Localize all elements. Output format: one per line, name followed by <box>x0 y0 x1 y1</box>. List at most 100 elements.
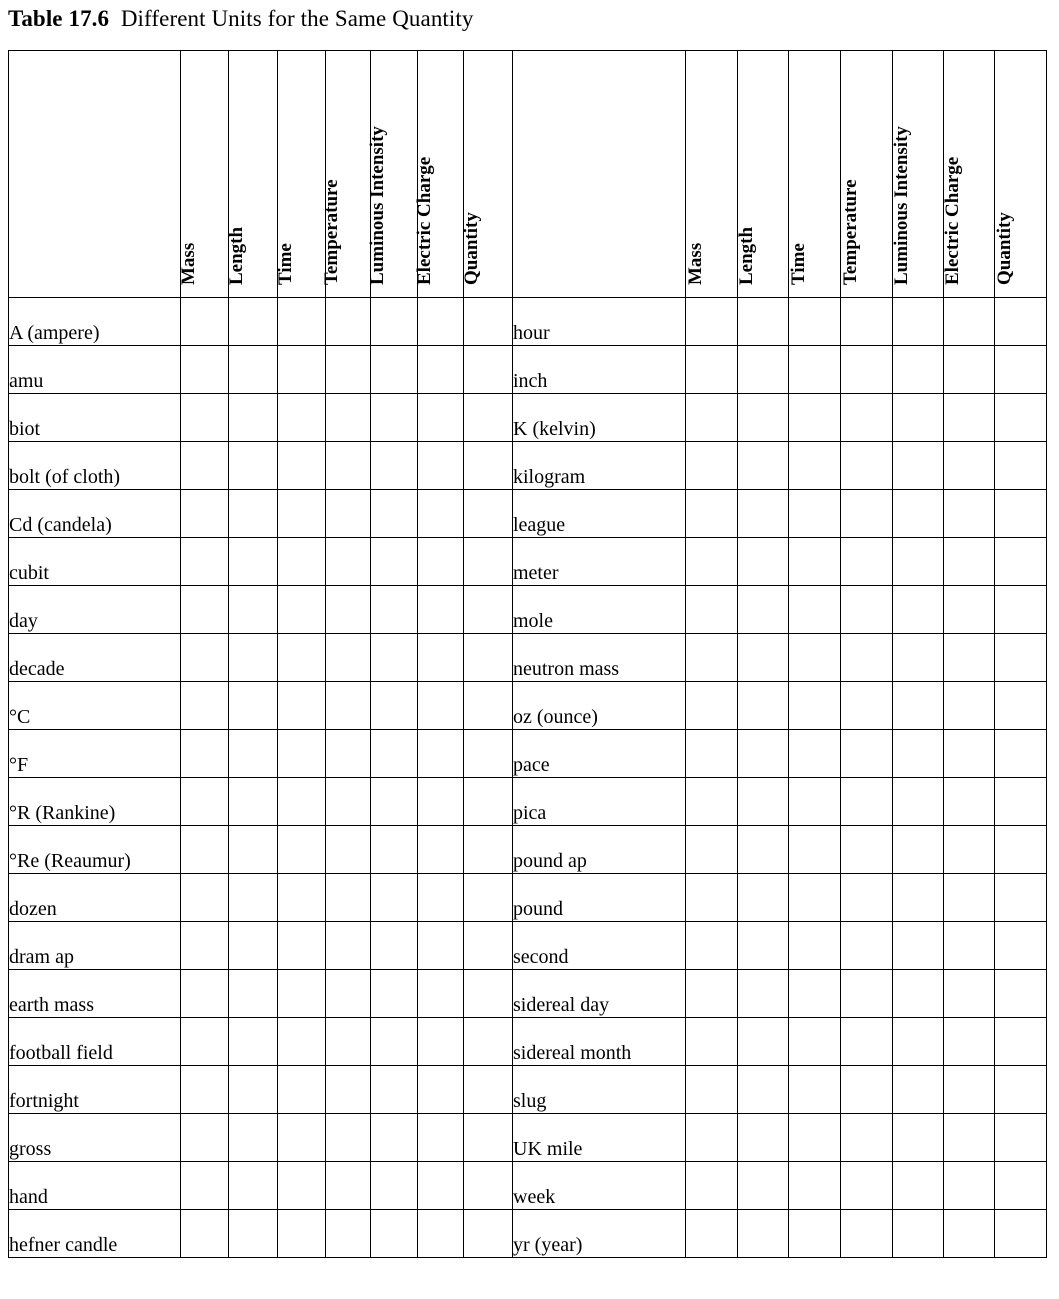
checkbox-cell-right[interactable] <box>788 585 841 634</box>
checkbox-cell-left[interactable] <box>463 1209 513 1258</box>
checkbox-cell-left[interactable] <box>370 681 418 730</box>
checkbox-cell-left[interactable] <box>277 777 326 826</box>
checkbox-cell-left[interactable] <box>325 585 371 634</box>
checkbox-cell-left[interactable] <box>463 537 513 586</box>
checkbox-cell-left[interactable] <box>180 1113 229 1162</box>
checkbox-cell-right[interactable] <box>788 633 841 682</box>
checkbox-cell-right[interactable] <box>788 441 841 490</box>
checkbox-cell-right[interactable] <box>840 1209 893 1258</box>
checkbox-cell-right[interactable] <box>840 873 893 922</box>
checkbox-cell-right[interactable] <box>788 1065 841 1114</box>
checkbox-cell-right[interactable] <box>994 921 1047 970</box>
checkbox-cell-left[interactable] <box>277 873 326 922</box>
checkbox-cell-left[interactable] <box>417 393 464 442</box>
checkbox-cell-right[interactable] <box>892 1209 944 1258</box>
checkbox-cell-left[interactable] <box>325 969 371 1018</box>
checkbox-cell-left[interactable] <box>180 969 229 1018</box>
checkbox-cell-left[interactable] <box>325 345 371 394</box>
checkbox-cell-left[interactable] <box>180 777 229 826</box>
checkbox-cell-left[interactable] <box>180 1209 229 1258</box>
checkbox-cell-left[interactable] <box>463 345 513 394</box>
checkbox-cell-right[interactable] <box>788 825 841 874</box>
checkbox-cell-left[interactable] <box>180 345 229 394</box>
checkbox-cell-right[interactable] <box>943 489 995 538</box>
checkbox-cell-left[interactable] <box>228 1161 278 1210</box>
checkbox-cell-right[interactable] <box>994 489 1047 538</box>
checkbox-cell-right[interactable] <box>737 633 789 682</box>
checkbox-cell-right[interactable] <box>685 921 738 970</box>
checkbox-cell-right[interactable] <box>685 345 738 394</box>
checkbox-cell-left[interactable] <box>463 873 513 922</box>
checkbox-cell-left[interactable] <box>180 585 229 634</box>
checkbox-cell-right[interactable] <box>737 1209 789 1258</box>
checkbox-cell-left[interactable] <box>417 1209 464 1258</box>
checkbox-cell-right[interactable] <box>685 681 738 730</box>
checkbox-cell-left[interactable] <box>277 1161 326 1210</box>
checkbox-cell-right[interactable] <box>943 345 995 394</box>
checkbox-cell-right[interactable] <box>737 297 789 346</box>
checkbox-cell-left[interactable] <box>463 585 513 634</box>
checkbox-cell-left[interactable] <box>325 441 371 490</box>
checkbox-cell-left[interactable] <box>325 777 371 826</box>
checkbox-cell-right[interactable] <box>892 873 944 922</box>
checkbox-cell-left[interactable] <box>325 393 371 442</box>
checkbox-cell-left[interactable] <box>370 1161 418 1210</box>
checkbox-cell-right[interactable] <box>840 345 893 394</box>
checkbox-cell-right[interactable] <box>840 681 893 730</box>
checkbox-cell-right[interactable] <box>943 297 995 346</box>
checkbox-cell-left[interactable] <box>228 585 278 634</box>
checkbox-cell-right[interactable] <box>840 537 893 586</box>
checkbox-cell-right[interactable] <box>685 777 738 826</box>
checkbox-cell-right[interactable] <box>892 1017 944 1066</box>
checkbox-cell-right[interactable] <box>892 489 944 538</box>
checkbox-cell-left[interactable] <box>370 297 418 346</box>
checkbox-cell-right[interactable] <box>892 969 944 1018</box>
checkbox-cell-right[interactable] <box>994 873 1047 922</box>
checkbox-cell-left[interactable] <box>277 345 326 394</box>
checkbox-cell-right[interactable] <box>788 393 841 442</box>
checkbox-cell-left[interactable] <box>180 393 229 442</box>
checkbox-cell-right[interactable] <box>685 1065 738 1114</box>
checkbox-cell-left[interactable] <box>370 441 418 490</box>
checkbox-cell-right[interactable] <box>788 1209 841 1258</box>
checkbox-cell-right[interactable] <box>994 1113 1047 1162</box>
checkbox-cell-left[interactable] <box>228 297 278 346</box>
checkbox-cell-left[interactable] <box>370 1065 418 1114</box>
checkbox-cell-left[interactable] <box>277 1209 326 1258</box>
checkbox-cell-right[interactable] <box>943 393 995 442</box>
checkbox-cell-right[interactable] <box>994 777 1047 826</box>
checkbox-cell-right[interactable] <box>943 873 995 922</box>
checkbox-cell-right[interactable] <box>892 1113 944 1162</box>
checkbox-cell-left[interactable] <box>228 729 278 778</box>
checkbox-cell-left[interactable] <box>463 297 513 346</box>
checkbox-cell-left[interactable] <box>417 1017 464 1066</box>
checkbox-cell-right[interactable] <box>685 1017 738 1066</box>
checkbox-cell-right[interactable] <box>788 873 841 922</box>
checkbox-cell-right[interactable] <box>737 1017 789 1066</box>
checkbox-cell-right[interactable] <box>840 441 893 490</box>
checkbox-cell-left[interactable] <box>325 1065 371 1114</box>
checkbox-cell-left[interactable] <box>277 825 326 874</box>
checkbox-cell-right[interactable] <box>943 1209 995 1258</box>
checkbox-cell-left[interactable] <box>277 633 326 682</box>
checkbox-cell-left[interactable] <box>417 537 464 586</box>
checkbox-cell-right[interactable] <box>840 585 893 634</box>
checkbox-cell-right[interactable] <box>685 633 738 682</box>
checkbox-cell-right[interactable] <box>685 969 738 1018</box>
checkbox-cell-left[interactable] <box>417 969 464 1018</box>
checkbox-cell-left[interactable] <box>228 1017 278 1066</box>
checkbox-cell-right[interactable] <box>892 1161 944 1210</box>
checkbox-cell-right[interactable] <box>943 537 995 586</box>
checkbox-cell-left[interactable] <box>370 969 418 1018</box>
checkbox-cell-left[interactable] <box>228 777 278 826</box>
checkbox-cell-left[interactable] <box>370 585 418 634</box>
checkbox-cell-left[interactable] <box>370 729 418 778</box>
checkbox-cell-right[interactable] <box>685 825 738 874</box>
checkbox-cell-left[interactable] <box>370 537 418 586</box>
checkbox-cell-right[interactable] <box>788 345 841 394</box>
checkbox-cell-left[interactable] <box>228 393 278 442</box>
checkbox-cell-right[interactable] <box>994 825 1047 874</box>
checkbox-cell-right[interactable] <box>840 777 893 826</box>
checkbox-cell-right[interactable] <box>840 921 893 970</box>
checkbox-cell-right[interactable] <box>994 969 1047 1018</box>
